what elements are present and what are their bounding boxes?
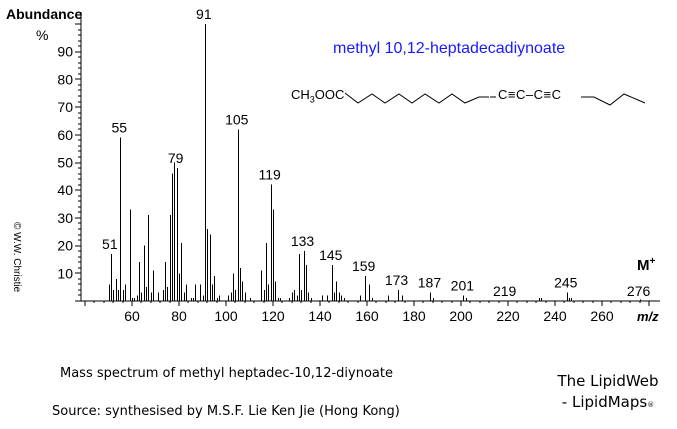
structure-chain-left <box>344 92 489 104</box>
x-tick-label: 200 <box>449 308 473 324</box>
y-tick-label: 30 <box>57 210 73 226</box>
x-tick-label: 160 <box>355 308 379 324</box>
brand-line-1: The LipidWeb <box>557 372 659 390</box>
structure-ch: CH <box>291 87 310 102</box>
y-tick-label: 70 <box>57 99 73 115</box>
molecular-ion-m: M <box>637 257 650 274</box>
x-tick-label: 240 <box>543 308 567 324</box>
y-tick-labels: 10 20 30 40 50 60 70 80 90 <box>57 44 73 282</box>
peak-label: 219 <box>493 283 517 299</box>
y-tick-label: 90 <box>57 44 73 60</box>
peak-label: 91 <box>196 6 212 22</box>
y-tick-label: 10 <box>57 265 73 281</box>
peak-label: 51 <box>102 236 118 252</box>
y-tick-label: 20 <box>57 238 73 254</box>
peak-label: 133 <box>291 233 315 249</box>
x-tick-label: 120 <box>261 308 285 324</box>
y-tick-label: 60 <box>57 127 73 143</box>
structure-chain-right <box>581 93 646 106</box>
peak-label: 173 <box>385 272 409 288</box>
peak-label: 159 <box>352 258 376 274</box>
x-tick-label: 100 <box>214 308 238 324</box>
x-tick-label: 180 <box>402 308 426 324</box>
peak-label: 245 <box>554 275 578 291</box>
structure-subscript: 3 <box>309 94 315 105</box>
peak-label: 276 <box>627 283 651 299</box>
x-axis-title: m/z <box>637 309 659 324</box>
x-tick-label: 220 <box>496 308 520 324</box>
structure-formula-head: CH3OOC <box>291 87 344 105</box>
peak-label: 201 <box>451 277 475 293</box>
peak-label: 105 <box>225 111 249 127</box>
source-line: Source: synthesised by M.S.F. Lie Ken Ji… <box>52 404 400 419</box>
y-axis-title: Abundance <box>6 6 83 22</box>
peak-label: 145 <box>319 247 343 263</box>
brand-lipidmaps: - LipidMaps <box>561 393 648 411</box>
x-tick-label: 80 <box>171 308 187 324</box>
y-axis-unit: % <box>36 27 49 43</box>
y-tick-label: 80 <box>57 71 73 87</box>
brand-line-2: - LipidMaps® <box>548 393 668 411</box>
x-tick-label: 60 <box>124 308 140 324</box>
spectrum-peaks <box>108 24 642 301</box>
molecular-ion-label: M+ <box>637 256 655 274</box>
y-tick-label: 50 <box>57 155 73 171</box>
copyright-notice: © W.W. Christie <box>11 222 22 293</box>
peak-label: 119 <box>258 167 281 183</box>
x-tick-label: 260 <box>590 308 614 324</box>
structure-ooc: OOC <box>314 87 345 102</box>
y-tick-label: 40 <box>57 182 73 198</box>
peak-label: 55 <box>111 120 127 136</box>
structure-diyne: C≡C–C≡C <box>498 87 562 102</box>
peak-label: 187 <box>418 275 442 291</box>
molecular-ion-charge: + <box>649 256 656 267</box>
x-tick-label: 140 <box>308 308 332 324</box>
mass-spectrum-chart: 10 20 30 40 50 60 70 80 90 60 80 100 120 140 160 180 20… <box>57 6 660 324</box>
x-tick-labels: 60 80 100 120 140 160 180 200 220 240 260 <box>124 308 614 324</box>
compound-title: methyl 10,12-heptadecadiynoate <box>333 40 566 57</box>
peak-label: 79 <box>168 150 184 166</box>
caption: Mass spectrum of methyl heptadec-10,12-d… <box>60 366 393 381</box>
registered-mark: ® <box>647 401 655 409</box>
